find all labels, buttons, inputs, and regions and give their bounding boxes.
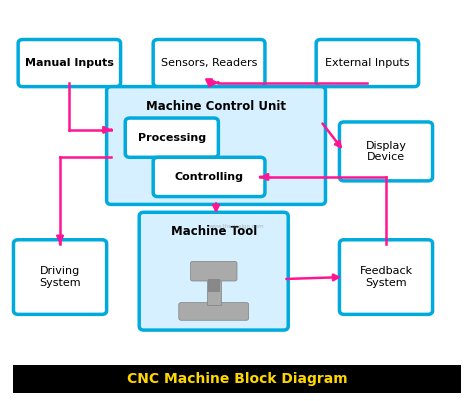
Text: Machine Tool: Machine Tool (171, 225, 257, 239)
FancyBboxPatch shape (191, 261, 237, 281)
Text: Display
Device: Display Device (365, 141, 407, 162)
FancyBboxPatch shape (153, 157, 265, 196)
Text: Manual Inputs: Manual Inputs (25, 58, 114, 68)
FancyBboxPatch shape (339, 122, 433, 181)
FancyBboxPatch shape (339, 240, 433, 314)
Text: Feedback
System: Feedback System (359, 266, 412, 288)
Text: Sensors, Readers: Sensors, Readers (161, 58, 257, 68)
Text: CNC Machine Block Diagram: CNC Machine Block Diagram (127, 372, 347, 386)
FancyBboxPatch shape (125, 118, 219, 157)
FancyBboxPatch shape (13, 240, 107, 314)
FancyBboxPatch shape (153, 40, 265, 87)
FancyBboxPatch shape (18, 40, 120, 87)
Text: www.thedesign.com: www.thedesign.com (209, 223, 265, 229)
FancyBboxPatch shape (139, 212, 288, 330)
Text: Processing: Processing (138, 133, 206, 143)
FancyBboxPatch shape (208, 279, 219, 291)
FancyBboxPatch shape (316, 40, 419, 87)
FancyBboxPatch shape (179, 303, 249, 320)
Text: Driving
System: Driving System (39, 266, 81, 288)
FancyBboxPatch shape (107, 87, 326, 205)
FancyBboxPatch shape (207, 279, 221, 304)
Bar (13, 365, 461, 393)
Text: Controlling: Controlling (174, 172, 244, 182)
Text: Machine Control Unit: Machine Control Unit (146, 100, 286, 113)
Text: External Inputs: External Inputs (325, 58, 410, 68)
